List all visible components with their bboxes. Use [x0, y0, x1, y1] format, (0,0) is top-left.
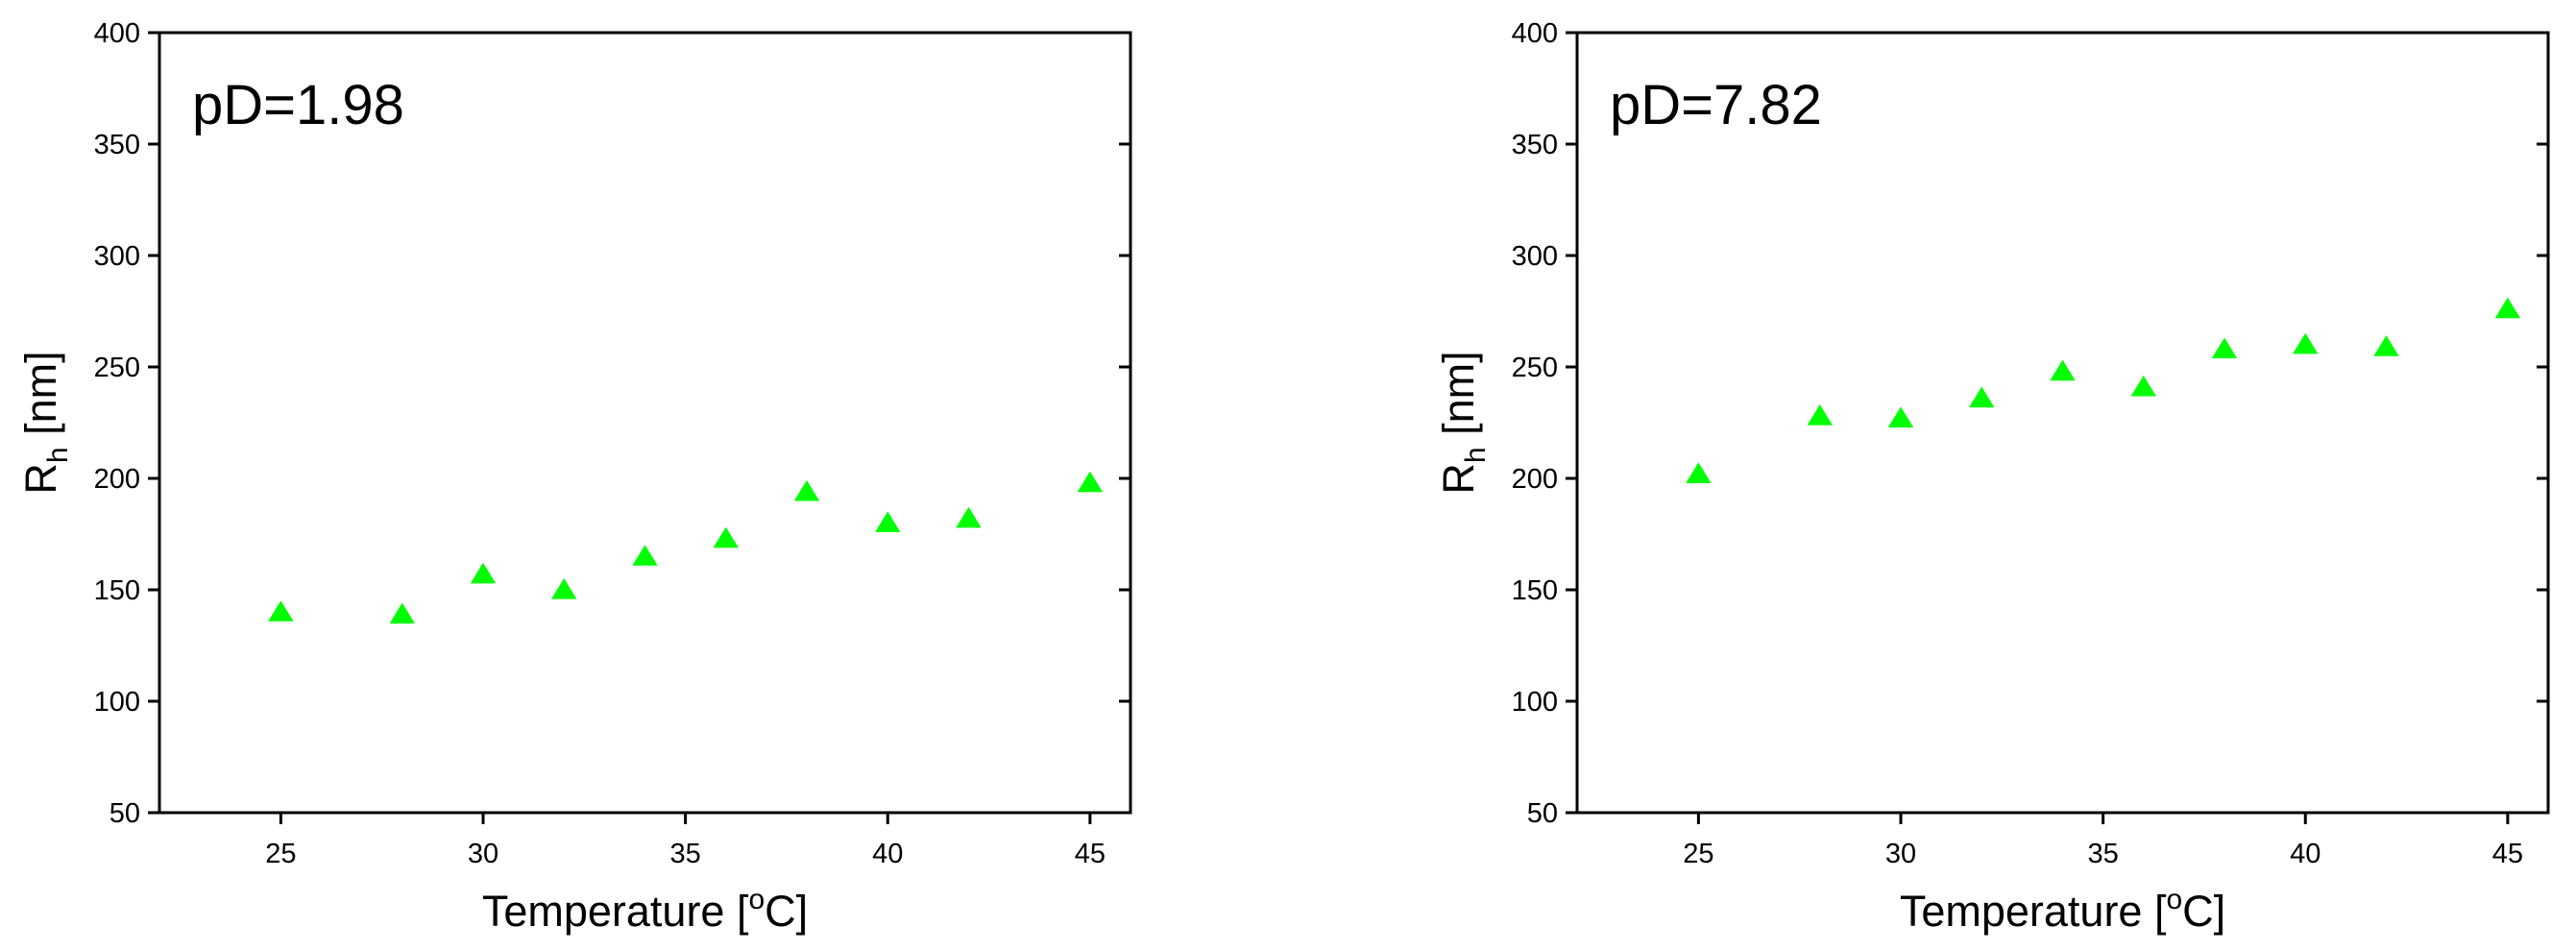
- x-axis-label-part: C]: [765, 887, 808, 936]
- y-tick-label: 400: [1512, 18, 1558, 49]
- data-point: [1969, 386, 1995, 408]
- x-tick-label: 45: [1075, 839, 1106, 869]
- x-axis-label-sup: o: [748, 884, 765, 915]
- data-point: [389, 602, 415, 624]
- plot-frame: [1575, 31, 2550, 815]
- y-tick-label: 50: [1527, 798, 1558, 829]
- data-point: [2494, 297, 2521, 319]
- x-tick-label: 25: [1683, 839, 1713, 869]
- x-tick-label: 40: [872, 839, 903, 869]
- x-tick-label: 35: [2087, 839, 2118, 869]
- data-point: [470, 562, 497, 584]
- x-axis-label-part: Temperature [: [1900, 887, 2167, 936]
- data-point: [2211, 337, 2238, 359]
- y-axis-label: Rh [nm]: [16, 351, 74, 494]
- y-axis-label: Rh [nm]: [1434, 351, 1492, 494]
- data-point: [1807, 404, 1833, 426]
- y-tick-label: 250: [94, 353, 140, 383]
- x-axis-label-part: Temperature [: [482, 887, 749, 936]
- x-tick-label: 35: [669, 839, 700, 869]
- x-axis-label: Temperature [oC]: [482, 884, 808, 936]
- chart-panel: 50 100 150 200 250 300 350 400 25 30 35 40 45 Tempera…: [1434, 18, 2550, 936]
- data-point: [2373, 335, 2399, 356]
- y-tick-label: 200: [1512, 464, 1558, 495]
- data-point: [956, 506, 982, 528]
- annotation: pD=1.98: [192, 74, 404, 136]
- x-axis-label-part: C]: [2182, 887, 2225, 936]
- y-axis-label-part: [nm]: [1434, 351, 1483, 447]
- x-tick-label: 25: [265, 839, 296, 869]
- y-tick-label: 400: [94, 18, 140, 49]
- x-axis-label-sup: o: [2166, 884, 2182, 915]
- y-tick-label: 250: [1512, 353, 1558, 383]
- y-tick-label: 350: [94, 130, 140, 160]
- x-tick-label: 30: [468, 839, 498, 869]
- y-tick-label: 200: [94, 464, 140, 495]
- data-point: [1686, 462, 1712, 483]
- x-tick-label: 40: [2290, 839, 2321, 869]
- annotation: pD=7.82: [1610, 74, 1822, 136]
- y-axis-label-part: R: [16, 463, 65, 495]
- chart-panel: 50 100 150 200 250 300 350 400 25 30 35 40 45 Tempera…: [16, 18, 1132, 936]
- data-point: [875, 511, 901, 532]
- y-tick-label: 150: [94, 575, 140, 606]
- data-point: [2293, 332, 2319, 354]
- x-axis-label: Temperature [oC]: [1900, 884, 2225, 936]
- y-axis-label-sub: h: [1460, 447, 1492, 463]
- data-point: [793, 479, 820, 501]
- data-point: [1887, 406, 1914, 427]
- data-point: [713, 526, 739, 549]
- y-tick-label: 150: [1512, 575, 1558, 606]
- x-tick-label: 30: [1885, 839, 1916, 869]
- data-point: [1077, 471, 1104, 493]
- data-point: [632, 545, 658, 566]
- y-axis-label-sub: h: [42, 447, 74, 463]
- data-point: [2130, 375, 2156, 397]
- y-axis-label-part: [nm]: [16, 351, 65, 447]
- y-tick-label: 100: [1512, 687, 1558, 718]
- plot-frame: [158, 31, 1132, 815]
- y-tick-label: 300: [1512, 241, 1558, 272]
- y-tick-label: 100: [94, 687, 140, 718]
- y-axis-label-part: R: [1434, 463, 1483, 495]
- y-tick-label: 350: [1512, 130, 1558, 160]
- data-point: [2050, 359, 2076, 381]
- y-tick-label: 50: [109, 798, 140, 829]
- data-point: [551, 578, 577, 599]
- y-tick-label: 300: [94, 241, 140, 272]
- data-point: [268, 600, 294, 622]
- x-tick-label: 45: [2492, 839, 2523, 869]
